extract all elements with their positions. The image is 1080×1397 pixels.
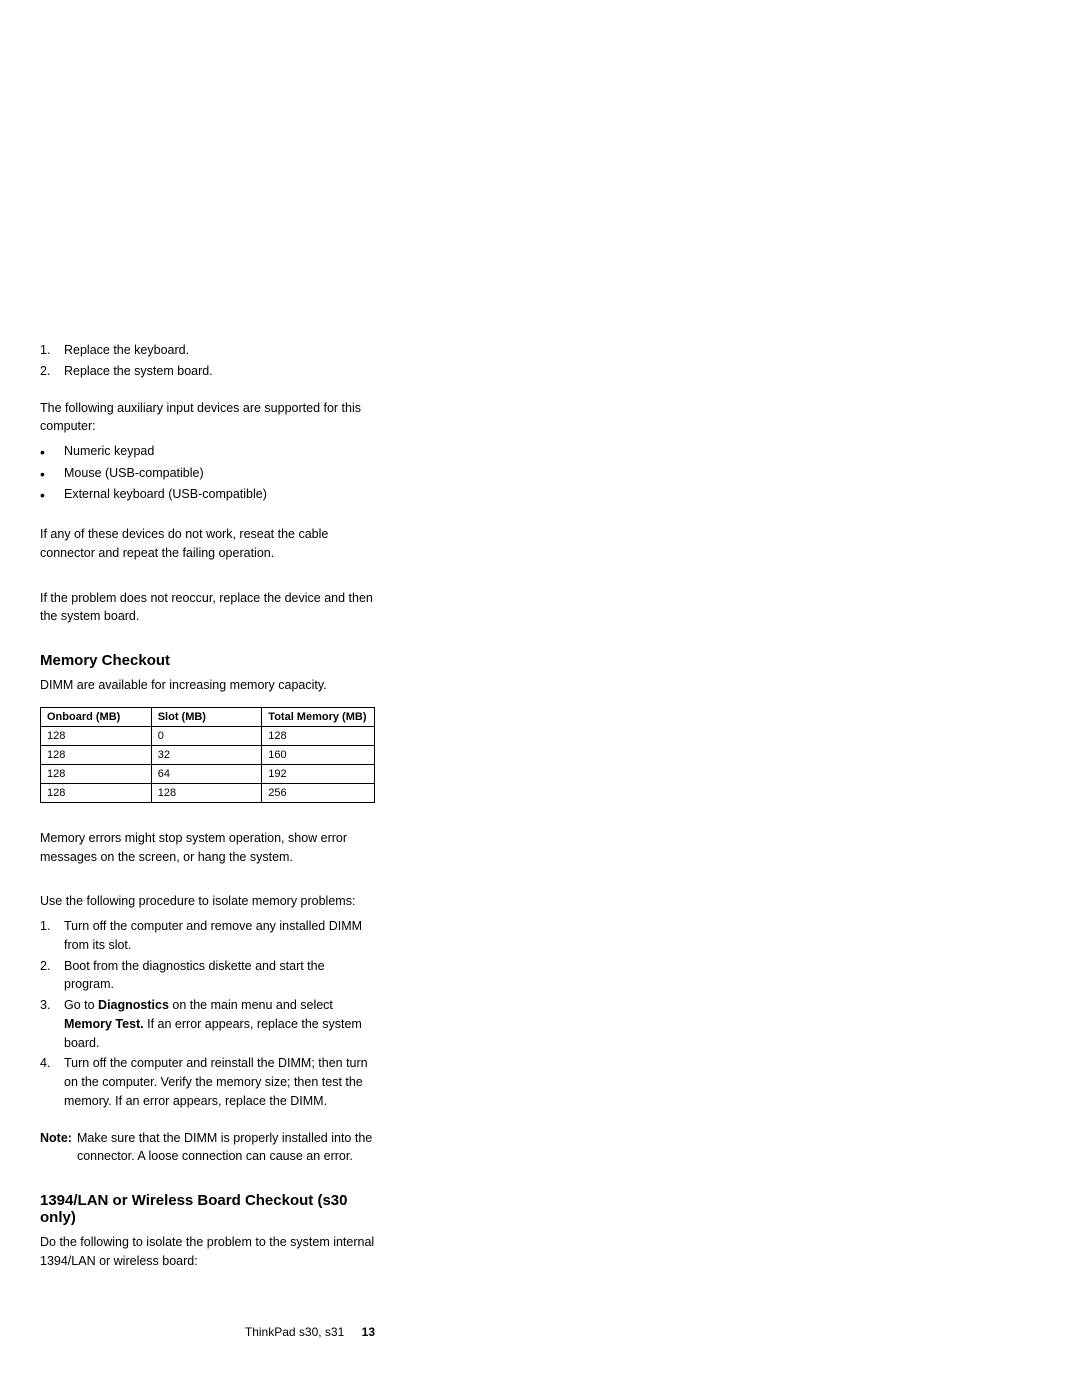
list-text: External keyboard (USB-compatible): [64, 485, 267, 507]
table-header-cell: Onboard (MB): [41, 707, 152, 726]
bullet-icon: •: [40, 464, 64, 486]
list-number: 4.: [40, 1054, 64, 1110]
aux-devices-list: • Numeric keypad • Mouse (USB-compatible…: [40, 442, 375, 507]
table-cell: 128: [41, 726, 152, 745]
table-cell: 128: [41, 783, 152, 802]
list-number: 1.: [40, 917, 64, 955]
table-cell: 64: [151, 764, 262, 783]
list-item: • Mouse (USB-compatible): [40, 464, 375, 486]
bold-text: Diagnostics: [98, 998, 169, 1012]
bold-text: Memory Test.: [64, 1017, 144, 1031]
memory-paragraph-2: Use the following procedure to isolate m…: [40, 892, 375, 911]
page-number: 13: [362, 1325, 375, 1339]
list-item: 3. Go to Diagnostics on the main menu an…: [40, 996, 375, 1052]
table-row: 128 0 128: [41, 726, 375, 745]
table-cell: 128: [151, 783, 262, 802]
list-text: Numeric keypad: [64, 442, 154, 464]
table-cell: 128: [262, 726, 375, 745]
lan-checkout-heading: 1394/LAN or Wireless Board Checkout (s30…: [40, 1192, 375, 1226]
list-item: 2. Boot from the diagnostics diskette an…: [40, 957, 375, 995]
list-text: Mouse (USB-compatible): [64, 464, 204, 486]
table-header-cell: Slot (MB): [151, 707, 262, 726]
table-cell: 128: [41, 764, 152, 783]
table-header-cell: Total Memory (MB): [262, 707, 375, 726]
list-text: Replace the system board.: [64, 362, 375, 381]
list-item: 1. Replace the keyboard.: [40, 341, 375, 360]
memory-steps-list: 1. Turn off the computer and remove any …: [40, 917, 375, 1111]
table-row: 128 64 192: [41, 764, 375, 783]
list-item: • Numeric keypad: [40, 442, 375, 464]
lan-intro-paragraph: Do the following to isolate the problem …: [40, 1233, 375, 1271]
list-text: Go to Diagnostics on the main menu and s…: [64, 996, 375, 1052]
memory-intro-paragraph: DIMM are available for increasing memory…: [40, 676, 375, 695]
list-text: Turn off the computer and reinstall the …: [64, 1054, 375, 1110]
bullet-icon: •: [40, 485, 64, 507]
list-item: 1. Turn off the computer and remove any …: [40, 917, 375, 955]
list-number: 2.: [40, 362, 64, 381]
table-row: 128 32 160: [41, 745, 375, 764]
aux-paragraph-1: If any of these devices do not work, res…: [40, 525, 375, 563]
aux-paragraph-2: If the problem does not reoccur, replace…: [40, 589, 375, 627]
footer-text: ThinkPad s30, s31: [245, 1325, 344, 1339]
list-text: Turn off the computer and remove any ins…: [64, 917, 375, 955]
list-number: 3.: [40, 996, 64, 1052]
replace-steps-list: 1. Replace the keyboard. 2. Replace the …: [40, 341, 375, 381]
aux-intro-paragraph: The following auxiliary input devices ar…: [40, 399, 375, 437]
page-content: 1. Replace the keyboard. 2. Replace the …: [40, 341, 375, 1277]
table-row: 128 128 256: [41, 783, 375, 802]
list-text: Replace the keyboard.: [64, 341, 375, 360]
memory-table: Onboard (MB) Slot (MB) Total Memory (MB)…: [40, 707, 375, 803]
page-footer: ThinkPad s30, s31 13: [40, 1325, 375, 1339]
note-label: Note:: [40, 1129, 72, 1167]
memory-checkout-heading: Memory Checkout: [40, 652, 375, 669]
note: Note: Make sure that the DIMM is properl…: [40, 1129, 375, 1167]
table-cell: 0: [151, 726, 262, 745]
table-cell: 192: [262, 764, 375, 783]
list-text: Boot from the diagnostics diskette and s…: [64, 957, 375, 995]
table-cell: 128: [41, 745, 152, 764]
note-text: Make sure that the DIMM is properly inst…: [77, 1129, 375, 1167]
memory-paragraph-1: Memory errors might stop system operatio…: [40, 829, 375, 867]
bullet-icon: •: [40, 442, 64, 464]
list-number: 1.: [40, 341, 64, 360]
table-cell: 160: [262, 745, 375, 764]
list-item: • External keyboard (USB-compatible): [40, 485, 375, 507]
list-number: 2.: [40, 957, 64, 995]
list-item: 4. Turn off the computer and reinstall t…: [40, 1054, 375, 1110]
table-cell: 32: [151, 745, 262, 764]
list-item: 2. Replace the system board.: [40, 362, 375, 381]
table-cell: 256: [262, 783, 375, 802]
table-header-row: Onboard (MB) Slot (MB) Total Memory (MB): [41, 707, 375, 726]
